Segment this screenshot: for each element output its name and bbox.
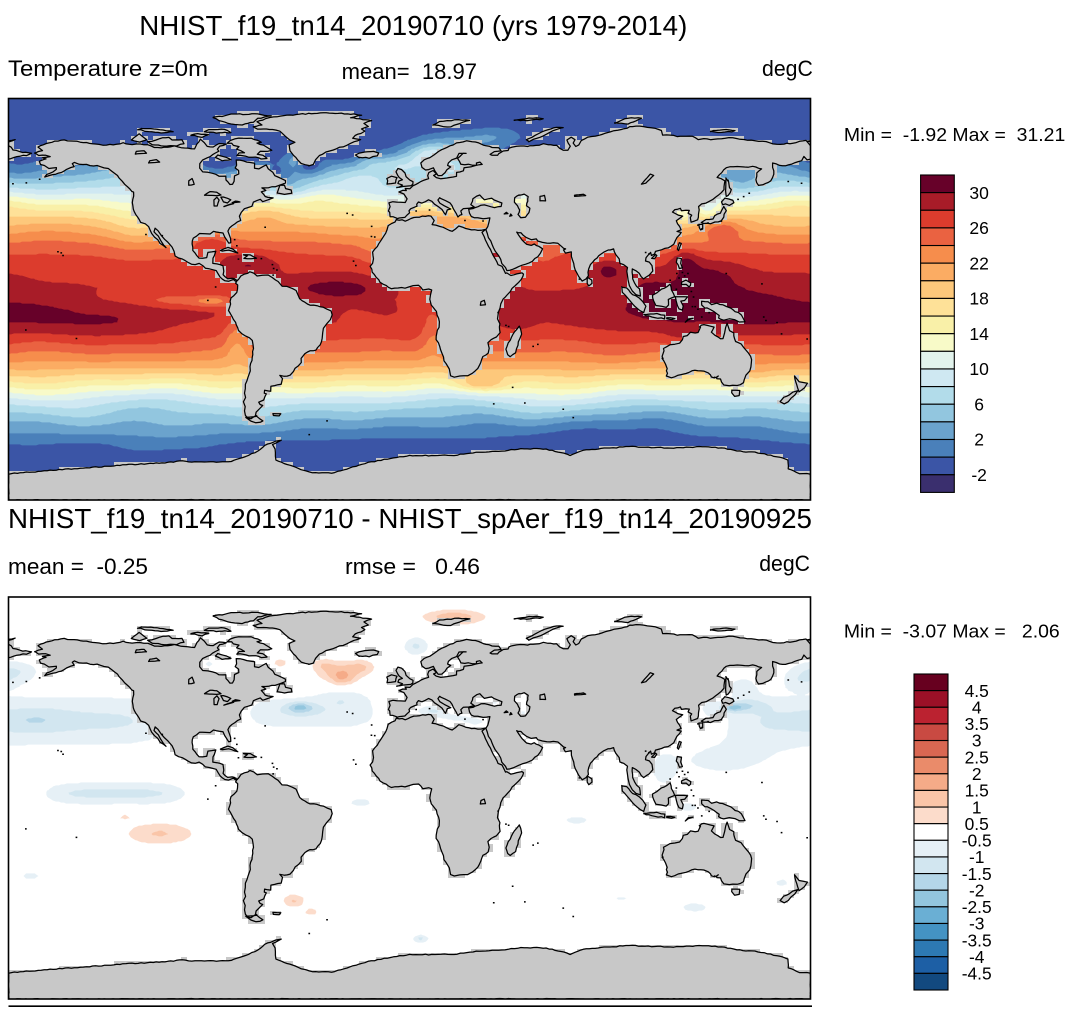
svg-text:22: 22 — [969, 253, 988, 273]
svg-text:-4.5: -4.5 — [962, 964, 992, 984]
svg-text:18: 18 — [969, 289, 988, 309]
svg-text:Min = -1.92 Max = 31.21: Min = -1.92 Max = 31.21 — [844, 124, 1065, 145]
svg-text:3: 3 — [972, 731, 982, 751]
svg-text:26: 26 — [969, 218, 988, 238]
svg-text:Min = -3.07 Max = 2.06: Min = -3.07 Max = 2.06 — [844, 620, 1060, 641]
svg-text:rmse = 0.46: rmse = 0.46 — [345, 554, 480, 579]
svg-text:-1.5: -1.5 — [962, 864, 992, 884]
svg-text:-2: -2 — [969, 880, 984, 900]
svg-text:-2: -2 — [971, 465, 987, 485]
svg-text:-3: -3 — [969, 914, 984, 934]
svg-text:14: 14 — [969, 324, 989, 344]
svg-text:-4: -4 — [969, 947, 985, 967]
svg-text:Temperature z=0m: Temperature z=0m — [8, 56, 208, 81]
svg-text:-2.5: -2.5 — [962, 897, 992, 917]
svg-text:2: 2 — [972, 764, 982, 784]
svg-text:4.5: 4.5 — [965, 681, 989, 701]
svg-text:degC: degC — [759, 551, 810, 576]
svg-text:1.5: 1.5 — [965, 781, 989, 801]
svg-text:NHIST_f19_tn14_20190710 - NHIS: NHIST_f19_tn14_20190710 - NHIST_spAer_f1… — [8, 503, 812, 534]
svg-text:mean = -0.25: mean = -0.25 — [8, 554, 148, 579]
svg-text:2.5: 2.5 — [965, 747, 989, 767]
svg-text:degC: degC — [762, 56, 813, 81]
svg-text:3.5: 3.5 — [965, 714, 989, 734]
svg-text:1: 1 — [972, 797, 982, 817]
svg-text:30: 30 — [969, 183, 989, 203]
svg-text:4: 4 — [972, 698, 982, 718]
svg-text:mean= 18.97: mean= 18.97 — [342, 59, 477, 84]
svg-text:NHIST_f19_tn14_20190710 (yrs 1: NHIST_f19_tn14_20190710 (yrs 1979-2014) — [139, 10, 687, 41]
svg-text:-1: -1 — [969, 847, 984, 867]
svg-text:0.5: 0.5 — [965, 814, 989, 834]
svg-text:-3.5: -3.5 — [962, 930, 992, 950]
svg-text:10: 10 — [969, 359, 989, 379]
svg-text:6: 6 — [974, 394, 984, 414]
svg-text:-0.5: -0.5 — [962, 831, 992, 851]
svg-text:2: 2 — [974, 430, 984, 450]
